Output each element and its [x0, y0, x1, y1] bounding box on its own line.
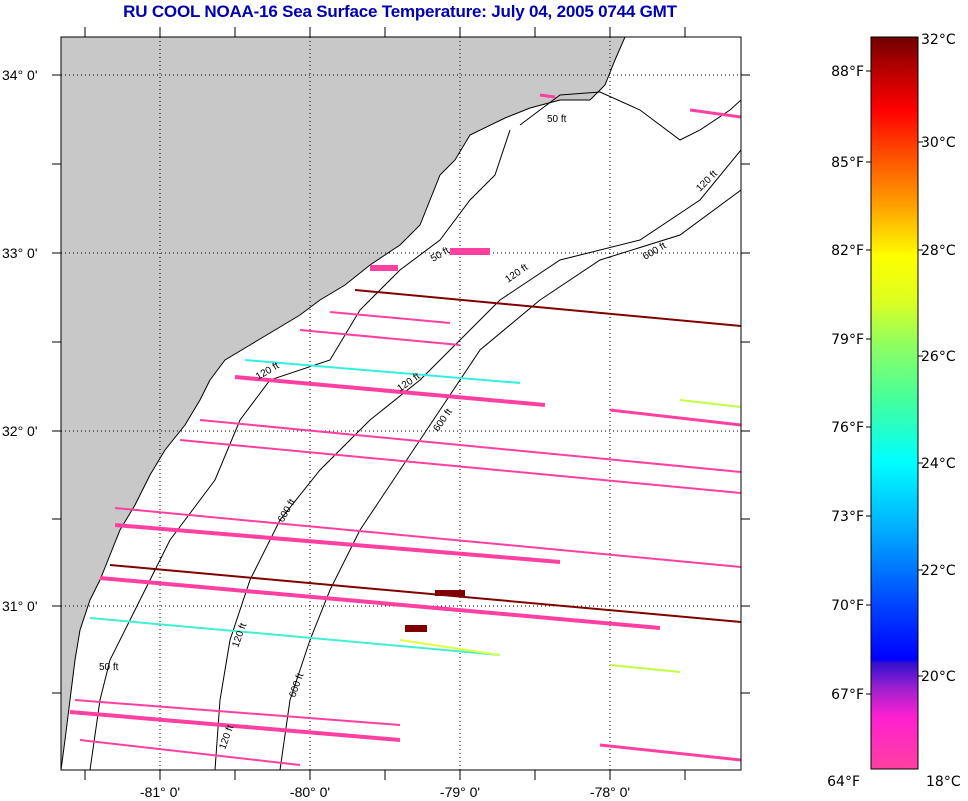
svg-text:28°C: 28°C — [921, 243, 956, 259]
svg-text:70°F: 70°F — [831, 598, 864, 614]
svg-text:82°F: 82°F — [831, 243, 864, 259]
land — [61, 37, 626, 770]
svg-text:33° 0': 33° 0' — [2, 245, 38, 261]
colorbar-ticks — [866, 70, 923, 695]
svg-text:24°C: 24°C — [921, 456, 956, 472]
svg-text:31° 0': 31° 0' — [2, 598, 38, 614]
svg-text:88°F: 88°F — [831, 64, 864, 80]
map-frame — [60, 36, 742, 771]
svg-text:-79° 0': -79° 0' — [440, 784, 480, 800]
svg-text:-78° 0': -78° 0' — [590, 784, 630, 800]
svg-text:50 ft: 50 ft — [547, 114, 567, 125]
svg-text:18°C: 18°C — [926, 774, 961, 790]
svg-text:-81° 0': -81° 0' — [140, 784, 180, 800]
svg-text:73°F: 73°F — [831, 509, 864, 525]
svg-text:32°C: 32°C — [921, 32, 956, 48]
svg-text:20°C: 20°C — [921, 669, 956, 685]
sst-swaths — [69, 93, 741, 766]
svg-text:22°C: 22°C — [921, 563, 956, 579]
svg-text:30°C: 30°C — [921, 135, 956, 151]
svg-text:85°F: 85°F — [831, 155, 864, 171]
colorbar-celsius-labels: 32°C 30°C 28°C 26°C 24°C 22°C 20°C 18°C — [921, 32, 961, 790]
lon-labels: -81° 0' -80° 0' -79° 0' -78° 0' — [140, 784, 630, 800]
svg-text:76°F: 76°F — [831, 420, 864, 436]
lat-labels: 34° 0' 33° 0' 32° 0' 31° 0' — [2, 67, 38, 614]
svg-text:79°F: 79°F — [831, 332, 864, 348]
svg-text:67°F: 67°F — [831, 687, 864, 703]
colorbar — [870, 36, 919, 770]
svg-text:50 ft: 50 ft — [99, 662, 119, 673]
colorbar-fahrenheit-labels: 88°F 85°F 82°F 79°F 76°F 73°F 70°F 67°F … — [827, 64, 864, 790]
svg-text:34° 0': 34° 0' — [2, 67, 38, 83]
svg-text:32° 0': 32° 0' — [2, 423, 38, 439]
svg-text:26°C: 26°C — [921, 349, 956, 365]
svg-text:-80° 0': -80° 0' — [290, 784, 330, 800]
svg-text:64°F: 64°F — [827, 774, 860, 790]
chart-title: RU COOL NOAA-16 Sea Surface Temperature:… — [123, 2, 677, 21]
axis-ticks — [52, 27, 750, 780]
